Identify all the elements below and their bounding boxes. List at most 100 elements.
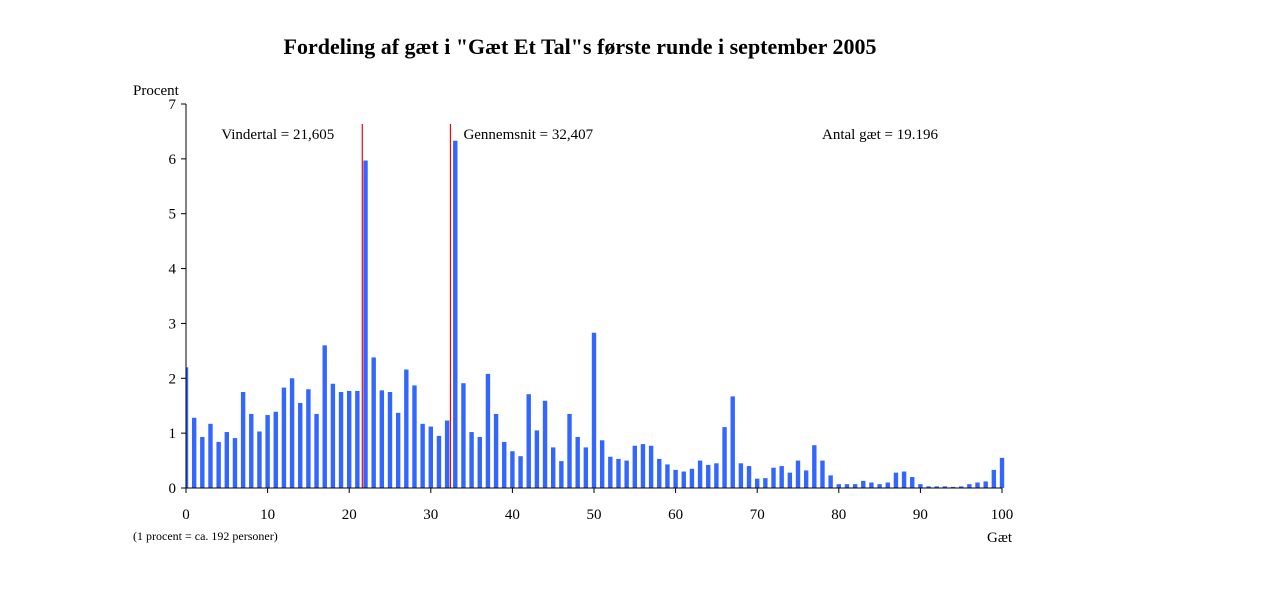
bar-15	[306, 389, 311, 488]
bar-59	[665, 464, 670, 488]
bar-95	[959, 486, 964, 488]
x-axis-label: Gæt	[987, 530, 1013, 546]
bar-12	[281, 387, 287, 488]
y-tick-label-0: 0	[169, 481, 177, 497]
bar-96	[967, 484, 972, 488]
x-tick-label-40: 40	[505, 507, 520, 523]
x-tick-label-60: 60	[668, 507, 683, 523]
bar-71	[763, 478, 768, 488]
bar-41	[518, 456, 523, 488]
bar-74	[787, 472, 793, 488]
x-tick-label-0: 0	[182, 507, 190, 523]
x-tick-label-10: 10	[260, 507, 275, 523]
bar-78	[820, 460, 825, 488]
bar-1	[191, 417, 197, 488]
bar-75	[795, 460, 801, 488]
bar-56	[640, 444, 646, 488]
bar-46	[559, 461, 564, 488]
bar-8	[249, 413, 254, 488]
bar-60	[673, 469, 678, 488]
count-annotation: Antal gæt = 19.196	[822, 127, 938, 143]
bar-55	[632, 445, 637, 488]
bar-69	[746, 466, 752, 488]
bar-97	[975, 482, 980, 488]
bar-26	[395, 412, 401, 488]
bar-28	[412, 385, 417, 488]
bar-80	[836, 484, 841, 488]
y-tick-label-4: 4	[169, 262, 177, 278]
bar-66	[722, 427, 727, 488]
y-tick-label-2: 2	[169, 371, 177, 387]
bar-30	[428, 426, 433, 488]
bar-36	[477, 436, 482, 488]
bar-17	[322, 345, 327, 488]
bar-82	[852, 484, 858, 488]
chart-title: Fordeling af gæt i "Gæt Et Tal"s første …	[284, 34, 877, 59]
x-tick-label-70: 70	[750, 507, 765, 523]
bar-68	[738, 463, 744, 488]
bar-0	[186, 367, 189, 488]
bar-81	[844, 484, 850, 488]
bar-92	[934, 486, 939, 488]
x-tick-label-50: 50	[587, 507, 602, 523]
bar-7	[240, 392, 246, 488]
bar-85	[877, 484, 882, 488]
bar-10	[265, 415, 270, 488]
bar-57	[648, 445, 654, 488]
x-tick-label-30: 30	[423, 507, 438, 523]
bar-58	[657, 458, 662, 488]
bar-11	[273, 411, 278, 488]
bar-19	[338, 392, 344, 488]
bar-50	[591, 332, 597, 488]
y-tick-label-5: 5	[169, 207, 177, 223]
bar-44	[542, 400, 548, 488]
bar-48	[575, 436, 580, 488]
bar-23	[371, 357, 376, 488]
bar-42	[526, 394, 531, 488]
bar-89	[910, 477, 915, 488]
bar-32	[444, 420, 450, 488]
bar-16	[314, 413, 319, 488]
bars-group	[186, 140, 1005, 489]
x-tick-label-80: 80	[831, 507, 846, 523]
bar-73	[779, 466, 784, 488]
bar-86	[885, 482, 890, 488]
bar-61	[681, 471, 686, 488]
bar-34	[461, 383, 466, 488]
bar-21	[355, 390, 360, 488]
y-tick-label-1: 1	[169, 426, 177, 442]
bar-100	[999, 457, 1005, 488]
bar-33	[453, 140, 458, 489]
y-tick-label-7: 7	[169, 97, 177, 113]
bar-63	[697, 460, 703, 488]
bar-93	[942, 486, 948, 488]
bar-65	[714, 463, 719, 488]
bar-94	[950, 486, 956, 488]
bar-79	[828, 475, 833, 488]
bar-45	[551, 447, 556, 488]
bar-18	[330, 383, 336, 488]
bar-84	[869, 482, 874, 488]
bar-77	[812, 445, 817, 488]
bar-29	[420, 423, 425, 488]
bar-87	[893, 472, 899, 488]
bar-53	[616, 458, 621, 488]
bar-76	[803, 470, 809, 488]
bar-25	[387, 392, 393, 488]
y-tick-label-3: 3	[169, 316, 177, 332]
bar-39	[502, 441, 507, 488]
reference-line-label-1: Gennemsnit = 32,407	[463, 127, 593, 143]
bar-70	[755, 478, 760, 488]
bar-3	[208, 423, 213, 488]
y-tick-label-6: 6	[169, 152, 177, 168]
bar-54	[624, 460, 629, 488]
bar-40	[510, 451, 515, 488]
bar-51	[599, 440, 605, 488]
bar-9	[257, 431, 262, 488]
bar-90	[918, 484, 923, 488]
bar-13	[289, 378, 295, 488]
bar-4	[216, 441, 221, 488]
bar-27	[404, 369, 409, 488]
